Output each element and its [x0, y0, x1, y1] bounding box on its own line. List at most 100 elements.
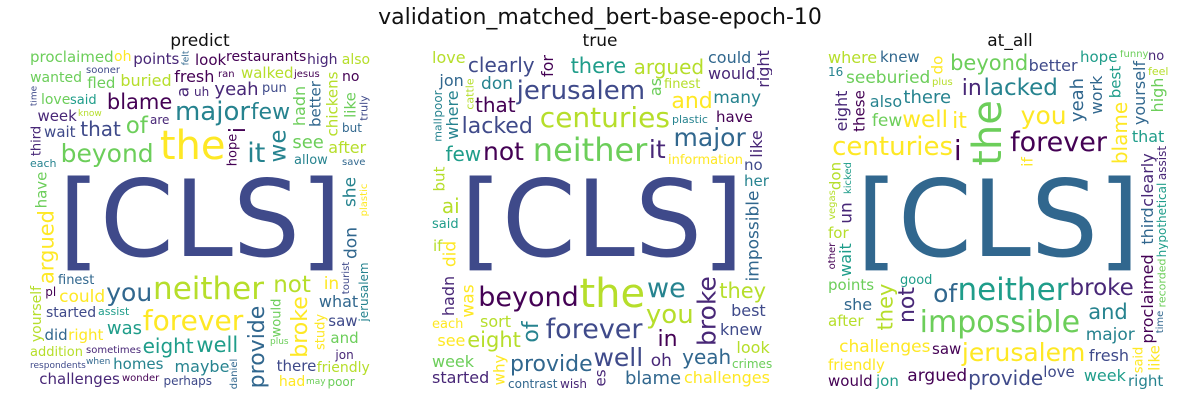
word: argued: [34, 210, 59, 285]
word: like: [746, 130, 766, 158]
word: funny: [1120, 50, 1149, 60]
word: a: [173, 87, 193, 98]
word: no: [1148, 50, 1165, 64]
word: wish: [560, 377, 588, 390]
word: of: [519, 320, 545, 343]
word: beyond: [478, 281, 579, 313]
word: why: [490, 354, 508, 385]
word: yeah: [1066, 77, 1088, 122]
word: there: [570, 53, 627, 78]
word: said: [70, 93, 97, 108]
word: neither: [957, 271, 1069, 308]
word: pun: [262, 81, 287, 96]
word: high: [307, 52, 338, 69]
word: major: [174, 97, 251, 128]
word: when: [86, 357, 111, 367]
word: blame: [624, 368, 682, 390]
word: fresh: [174, 67, 215, 87]
word: broke: [692, 276, 722, 346]
word: as: [646, 77, 665, 97]
word: fresh: [1088, 345, 1130, 365]
word: like: [341, 92, 360, 119]
word: poor: [432, 89, 445, 118]
word: work: [1086, 75, 1106, 115]
word: and: [330, 328, 359, 347]
word: what: [318, 292, 359, 312]
word: wait: [44, 122, 76, 141]
word: feel: [1148, 65, 1168, 78]
word: jerusalem: [357, 261, 370, 322]
word: the: [965, 100, 1012, 166]
word: after: [828, 312, 864, 330]
word: not: [483, 136, 524, 166]
word: wonder: [122, 373, 160, 384]
word: chickens: [323, 71, 342, 137]
word: eight: [831, 90, 851, 131]
wordcloud-true: [CLS] the neither centuries beyond we forever j…: [432, 50, 772, 390]
word: the: [579, 271, 646, 318]
word: it: [247, 137, 266, 169]
word: high: [1147, 77, 1167, 113]
word: time: [1155, 310, 1166, 333]
word: 16: [828, 65, 844, 79]
word: each: [432, 317, 464, 332]
word: few: [445, 141, 482, 166]
word: don: [341, 227, 362, 259]
word: after: [328, 137, 367, 157]
word: right: [1128, 372, 1164, 390]
word: poor: [327, 374, 355, 389]
word: yeah: [682, 345, 732, 370]
word: well: [196, 333, 239, 358]
word: also: [869, 92, 903, 112]
word: each: [30, 157, 57, 170]
word: would: [828, 372, 873, 390]
word: challenges: [684, 368, 770, 387]
word: yourself: [1129, 60, 1149, 125]
word: plus: [270, 337, 289, 347]
word: are: [150, 113, 170, 127]
word: respondents: [30, 361, 86, 371]
word: walked: [240, 63, 294, 82]
word: said: [1131, 346, 1146, 373]
word: where: [828, 50, 878, 67]
word: sometimes: [86, 345, 142, 356]
word: daniel: [229, 358, 240, 389]
word: ran: [218, 69, 235, 80]
word: mall: [432, 118, 444, 142]
word: assist: [1155, 145, 1168, 181]
word: few: [250, 100, 291, 126]
word: started: [432, 368, 490, 387]
word: impossible: [919, 305, 1081, 341]
word: no: [744, 156, 763, 174]
word: but: [342, 121, 362, 135]
word: jon: [439, 71, 464, 91]
word: she: [340, 176, 361, 208]
word: that: [1131, 127, 1165, 147]
word: have: [32, 171, 51, 208]
word: many: [713, 87, 762, 108]
word: do: [928, 56, 947, 75]
word: third: [30, 125, 44, 157]
word: [CLS]: [460, 158, 744, 281]
word: neither: [532, 131, 648, 170]
word: hope: [1080, 50, 1118, 66]
word: beyond: [60, 138, 154, 168]
word: time: [30, 85, 39, 107]
word: love: [40, 91, 71, 108]
word: also: [341, 52, 370, 69]
word: sort: [480, 312, 511, 331]
word: contrast: [508, 377, 558, 390]
word: clearly: [1137, 152, 1157, 207]
word: save: [342, 157, 366, 168]
panel-title-at-all: at_all: [987, 31, 1033, 51]
word: forever: [545, 313, 643, 345]
word: no: [342, 69, 360, 85]
word: provide: [968, 365, 1044, 390]
word: yeah: [214, 79, 259, 101]
word: best: [731, 300, 766, 320]
word: major: [1085, 325, 1135, 346]
word: major: [673, 123, 746, 153]
word: would: [708, 64, 756, 83]
word: hadn: [439, 276, 459, 317]
word: wait: [836, 242, 856, 277]
